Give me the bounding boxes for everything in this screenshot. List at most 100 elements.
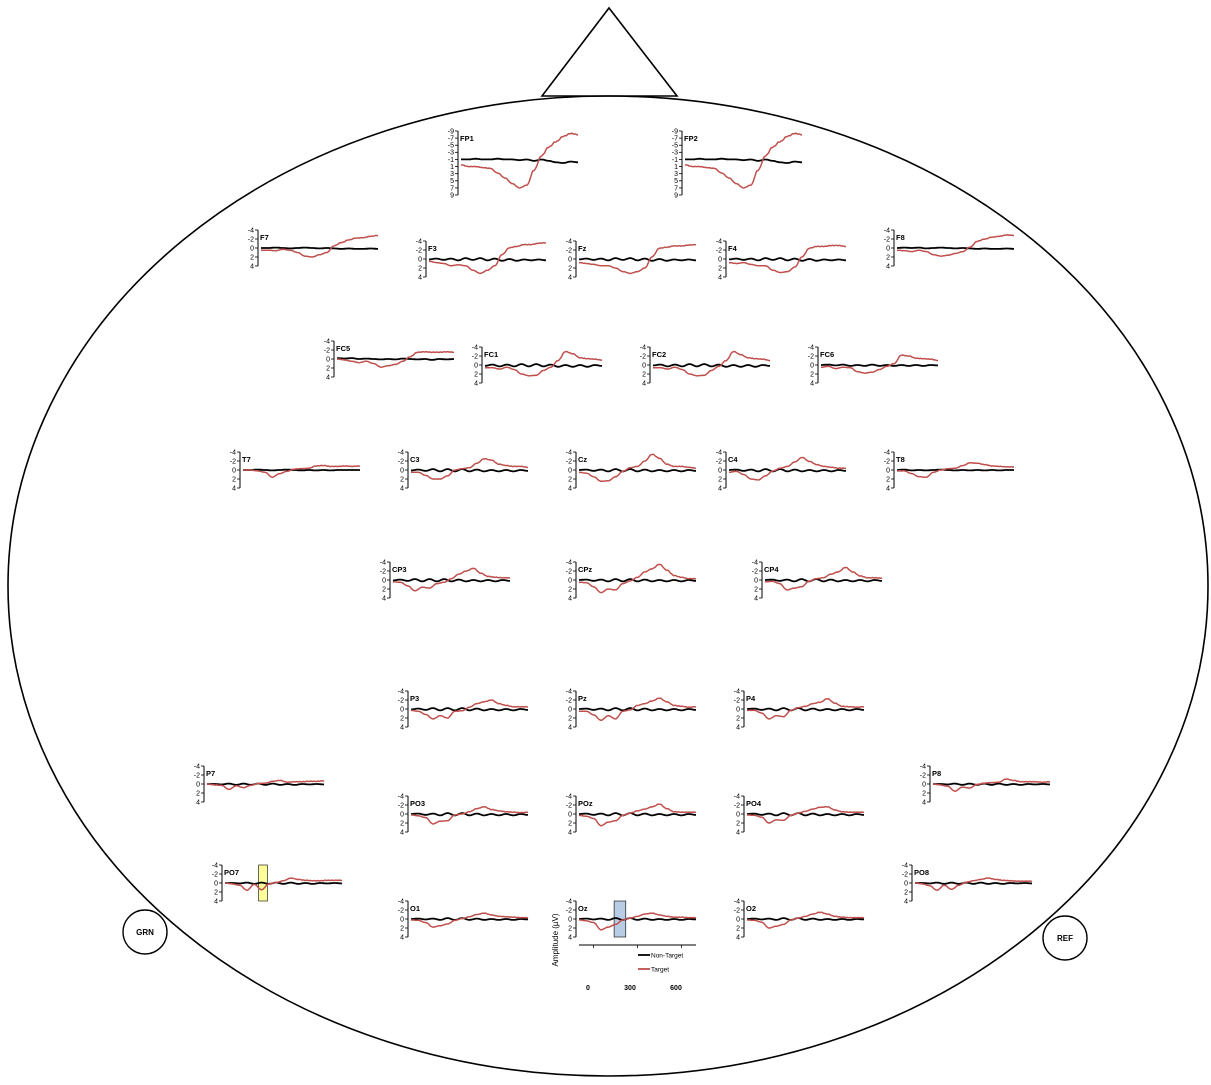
channel-label: FP2 — [684, 134, 698, 143]
channel-label: P7 — [206, 769, 215, 778]
y-tick-label: -3 — [448, 150, 454, 157]
reference-electrode-label: REF — [1057, 934, 1073, 943]
series-non-target — [207, 782, 325, 786]
y-tick-label: 4 — [754, 595, 758, 602]
y-tick-label: 4 — [400, 724, 404, 731]
y-tick-label: -2 — [884, 458, 890, 465]
channel-label: P4 — [746, 694, 756, 703]
y-tick-label: 0 — [718, 256, 722, 263]
channel-label: CPz — [578, 565, 592, 574]
series-target — [746, 805, 865, 824]
y-tick-label: 4 — [736, 934, 740, 941]
series-non-target — [410, 707, 528, 712]
channel-label: PO3 — [410, 799, 425, 808]
y-tick-label: 0 — [718, 467, 722, 474]
y-tick-label: 4 — [718, 485, 722, 492]
series-non-target — [411, 468, 528, 473]
y-tick-label: 4 — [382, 595, 386, 602]
series-non-target — [461, 157, 578, 164]
series-non-target — [392, 578, 510, 583]
y-tick-label: -2 — [734, 907, 740, 914]
y-tick-label: 2 — [718, 265, 722, 272]
y-tick-label: -2 — [566, 802, 572, 809]
series-non-target — [897, 246, 1014, 250]
y-tick-label: 4 — [400, 829, 404, 836]
series-non-target — [484, 363, 602, 368]
y-tick-label: 7 — [674, 185, 678, 192]
y-tick-label: 9 — [674, 192, 678, 199]
y-tick-label: 2 — [754, 586, 758, 593]
channel-label: T7 — [242, 455, 251, 464]
y-tick-label: -4 — [716, 449, 722, 456]
y-tick-label: -2 — [640, 353, 646, 360]
y-tick-label: 0 — [474, 362, 478, 369]
y-tick-label: 9 — [450, 192, 454, 199]
y-tick-label: 0 — [736, 916, 740, 923]
reference-electrode: REF — [1042, 915, 1088, 961]
y-tick-label: 4 — [568, 595, 572, 602]
channel-label: C4 — [728, 455, 738, 464]
y-tick-label: 4 — [232, 485, 236, 492]
series-non-target — [579, 257, 697, 262]
y-tick-label: -4 — [640, 344, 646, 351]
y-tick-label: -4 — [902, 862, 908, 869]
y-tick-label: 4 — [642, 380, 646, 387]
y-tick-label: 4 — [904, 898, 908, 905]
channel-label: CP4 — [764, 565, 779, 574]
nose-outline — [540, 6, 679, 97]
y-tick-label: -4 — [566, 688, 572, 695]
x-tick-label: 600 — [670, 985, 682, 992]
y-tick-label: -4 — [380, 559, 386, 566]
channel-label: CP3 — [392, 565, 407, 574]
y-tick-label: -2 — [716, 458, 722, 465]
y-tick-label: -3 — [672, 150, 678, 157]
channel-panel-cz: -4 -2 0 2 4 Cz — [566, 449, 697, 492]
y-tick-label: 4 — [214, 898, 218, 905]
channel-panel-c4: -4 -2 0 2 4 C4 — [716, 449, 847, 492]
y-tick-label: 0 — [568, 811, 572, 818]
series-target — [578, 453, 697, 483]
legend-label-target: Target — [651, 967, 669, 974]
y-tick-label: -4 — [566, 238, 572, 245]
y-tick-label: 0 — [400, 811, 404, 818]
channel-panel-o2: -4 -2 0 2 4 O2 — [734, 898, 865, 941]
y-tick-label: -4 — [566, 898, 572, 905]
y-tick-label: -4 — [398, 688, 404, 695]
y-tick-label: -2 — [902, 871, 908, 878]
y-tick-label: 2 — [568, 820, 572, 827]
y-tick-label: 2 — [400, 476, 404, 483]
y-tick-label: 2 — [568, 265, 572, 272]
series-target — [684, 132, 803, 189]
y-tick-label: 4 — [568, 274, 572, 281]
y-tick-label: -2 — [398, 697, 404, 704]
series-non-target — [261, 246, 378, 250]
y-tick-label: -2 — [472, 353, 478, 360]
y-tick-label: 0 — [568, 467, 572, 474]
y-tick-label: -2 — [566, 697, 572, 704]
ground-electrode: GRN — [122, 909, 168, 955]
x-tick-label: 0 — [586, 985, 590, 992]
y-tick-label: 3 — [674, 171, 678, 178]
channel-panel-p7: -4 -2 0 2 4 P7 — [194, 763, 325, 806]
series-target — [821, 354, 939, 374]
y-tick-label: -2 — [734, 802, 740, 809]
y-tick-label: -2 — [920, 772, 926, 779]
series-target — [206, 779, 325, 791]
channel-label: F7 — [260, 233, 269, 242]
series-target — [747, 698, 865, 720]
y-tick-label: -4 — [398, 793, 404, 800]
y-tick-label: 0 — [232, 467, 236, 474]
channel-panel-pz: -4 -2 0 2 4 Pz — [566, 688, 697, 731]
y-tick-label: 0 — [568, 577, 572, 584]
y-tick-label: -4 — [734, 898, 740, 905]
y-tick-label: -2 — [324, 347, 330, 354]
y-tick-label: 0 — [736, 706, 740, 713]
y-tick-label: 0 — [418, 256, 422, 263]
channel-panel-po7: -4 -2 0 2 4 PO7 — [212, 862, 343, 905]
y-tick-label: 4 — [922, 799, 926, 806]
y-tick-label: 0 — [214, 880, 218, 887]
legend-label-non-target: Non-Target — [651, 953, 683, 960]
y-tick-label: 0 — [326, 356, 330, 363]
channel-label: C3 — [410, 455, 420, 464]
y-tick-label: -2 — [212, 871, 218, 878]
